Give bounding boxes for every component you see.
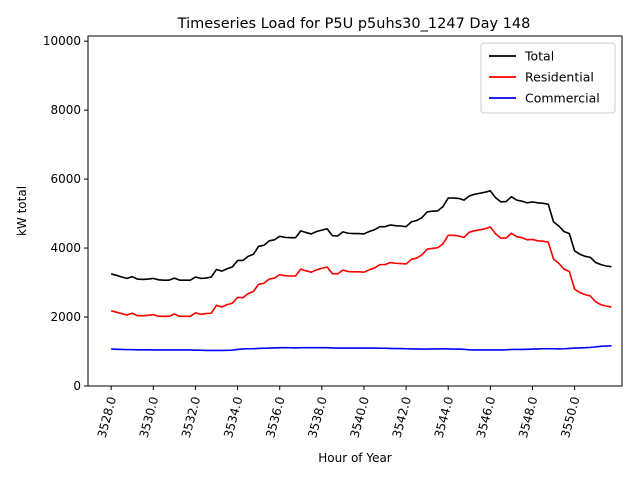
y-tick-label: 4000 <box>50 241 81 255</box>
y-axis: 0 2000 4000 6000 8000 10000 <box>43 34 88 393</box>
series-layer <box>110 190 612 352</box>
legend-box <box>480 42 616 114</box>
y-tick-label: 2000 <box>50 310 81 324</box>
y-tick-label: 0 <box>73 379 81 393</box>
series-line-commercial <box>111 345 612 352</box>
chart-title: Timeseries Load for P5U p5uhs30_1247 Day… <box>177 16 531 32</box>
series-line-total <box>110 190 612 281</box>
legend-label-total: Total <box>524 49 554 64</box>
y-tick-label: 8000 <box>50 103 81 117</box>
legend: Total Residential Commercial <box>480 42 616 114</box>
x-axis-label: Hour of Year <box>318 451 392 465</box>
legend-label-residential: Residential <box>525 70 594 85</box>
y-tick-label: 10000 <box>43 34 81 48</box>
plot-frame <box>87 35 623 387</box>
series-line-residential <box>110 226 612 318</box>
y-tick-label: 6000 <box>50 172 81 186</box>
legend-label-commercial: Commercial <box>525 91 600 106</box>
y-axis-label: kW total <box>15 186 29 236</box>
